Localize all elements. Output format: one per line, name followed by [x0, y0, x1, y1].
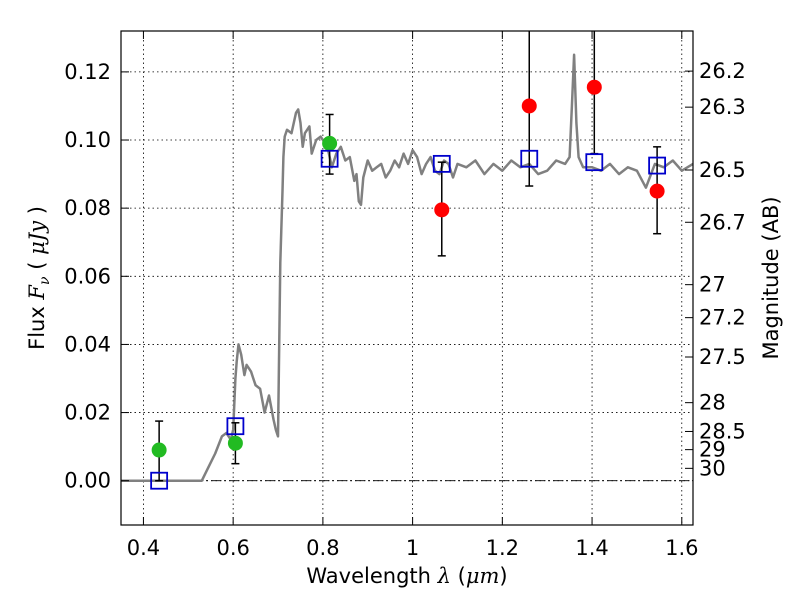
- y-tick-label: 0.02: [64, 401, 111, 425]
- right-tick-label: 30: [699, 456, 726, 480]
- y-axis-right-label: Magnitude (AB): [759, 196, 783, 359]
- right-tick-label: 27: [699, 273, 726, 297]
- x-tick-label: 1.4: [575, 536, 608, 560]
- y-tick-label: 0.10: [64, 128, 111, 152]
- model-photometry-square: [585, 153, 604, 172]
- red-point: [434, 202, 450, 218]
- y-axis-left-label: Flux Fν ( μJy ): [25, 206, 53, 350]
- right-tick-label: 29: [699, 438, 726, 462]
- model-spectrum-line: [121, 53, 693, 482]
- y-tick-label: 0.06: [64, 264, 111, 288]
- model-photometry-square: [432, 154, 451, 173]
- x-axis-label: Wavelength λ (μm): [306, 564, 507, 588]
- plot-frame: [120, 30, 694, 526]
- red-point: [586, 79, 602, 95]
- green-point: [227, 435, 243, 451]
- right-tick-label: 26.7: [699, 210, 746, 234]
- x-tick-label: 0.6: [216, 536, 249, 560]
- x-tick-label: 0.4: [127, 536, 160, 560]
- model-photometry-square: [150, 471, 169, 490]
- model-photometry-square: [648, 156, 667, 175]
- x-tick-label: 1: [406, 536, 419, 560]
- x-tick-label: 1.2: [486, 536, 519, 560]
- model-photometry-square: [226, 417, 245, 436]
- y-tick-label: 0.00: [64, 469, 111, 493]
- right-tick-label: 27.5: [699, 345, 746, 369]
- model-photometry-square: [520, 149, 539, 168]
- right-tick-label: 26.5: [699, 158, 746, 182]
- y-tick-label: 0.04: [64, 332, 111, 356]
- right-tick-label: 26.3: [699, 95, 746, 119]
- red-point: [649, 183, 665, 199]
- red-point: [521, 98, 537, 114]
- x-tick-label: 0.8: [306, 536, 339, 560]
- green-point: [151, 442, 167, 458]
- points-layer: [150, 31, 667, 490]
- model-photometry-square: [320, 149, 339, 168]
- y-tick-label: 0.08: [64, 196, 111, 220]
- green-point: [322, 135, 338, 151]
- plot-background: [121, 31, 693, 525]
- right-tick-label: 28: [699, 391, 726, 415]
- axis-ticks: 0.4 0.6 0.8 1 1.2 1.4 1.6 0.00 0.02 0.04 0.06 0.08 0…: [64, 31, 746, 560]
- y-tick-label: 0.12: [64, 60, 111, 84]
- right-tick-label: 26.2: [699, 59, 746, 83]
- right-tick-label: 28.5: [699, 419, 746, 443]
- series-layer: [121, 53, 693, 482]
- right-tick-label: 27.2: [699, 306, 746, 330]
- x-tick-label: 1.6: [665, 536, 698, 560]
